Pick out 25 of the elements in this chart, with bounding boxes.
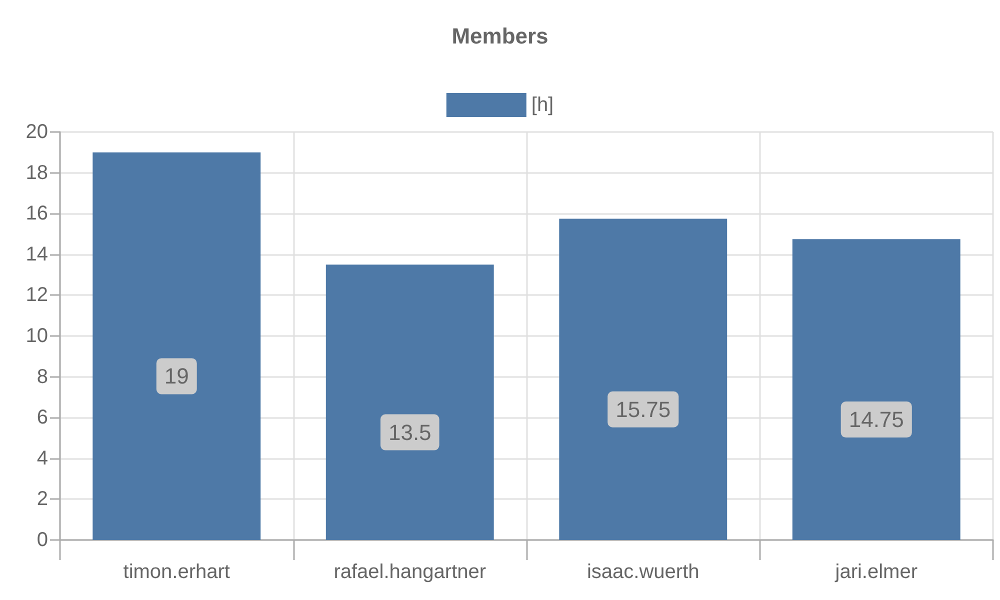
bar [326, 264, 494, 540]
x-tick-label: rafael.hangartner [334, 561, 486, 583]
bar [92, 152, 261, 540]
y-tick-label: 8 [36, 366, 48, 388]
y-tick-label: 14 [26, 243, 48, 266]
data-label: 14.75 [848, 407, 904, 432]
legend-label: [h] [531, 94, 554, 116]
y-tick-label: 6 [36, 406, 48, 429]
y-tick-label: 0 [36, 529, 48, 551]
y-tick-label: 20 [26, 121, 48, 143]
y-tick-label: 2 [36, 488, 48, 510]
y-tick-label: 16 [26, 202, 48, 225]
y-tick-label: 12 [26, 284, 48, 306]
x-tick-label: jari.elmer [834, 561, 918, 583]
chart-title: Members [452, 24, 548, 48]
y-tick-label: 4 [36, 447, 48, 470]
data-label: 13.5 [388, 420, 432, 445]
x-tick-label: timon.erhart [123, 561, 230, 583]
bar [559, 218, 728, 540]
x-tick-label: isaac.wuerth [586, 561, 700, 583]
data-label: 15.75 [616, 396, 671, 422]
bar [792, 239, 960, 540]
data-label: 19 [164, 364, 189, 389]
y-tick-label: 18 [26, 162, 48, 184]
y-tick-label: 10 [26, 325, 48, 347]
